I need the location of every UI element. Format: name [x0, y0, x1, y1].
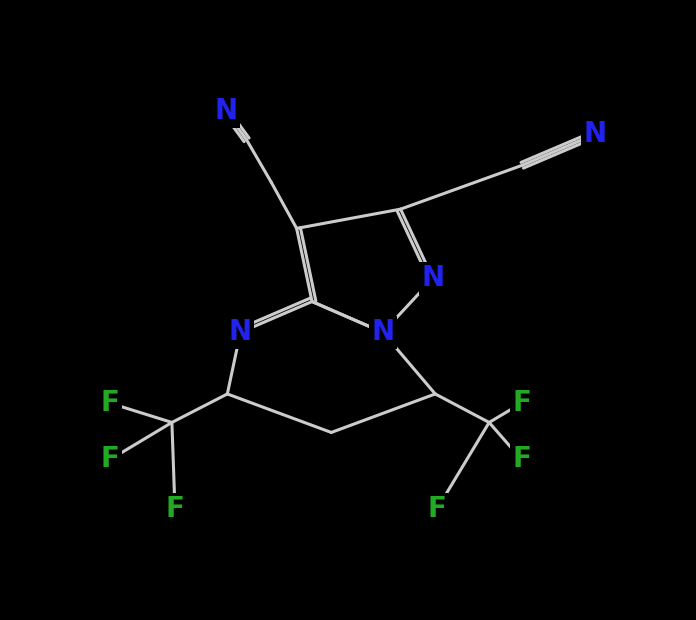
Text: F: F	[512, 389, 531, 417]
Text: N: N	[214, 97, 237, 125]
Text: F: F	[166, 495, 184, 523]
Text: F: F	[512, 445, 531, 474]
Text: N: N	[372, 318, 395, 347]
Text: F: F	[101, 389, 120, 417]
Text: F: F	[427, 495, 446, 523]
Text: N: N	[583, 120, 606, 148]
Text: N: N	[421, 265, 445, 293]
Text: N: N	[229, 318, 252, 347]
Text: F: F	[101, 445, 120, 474]
